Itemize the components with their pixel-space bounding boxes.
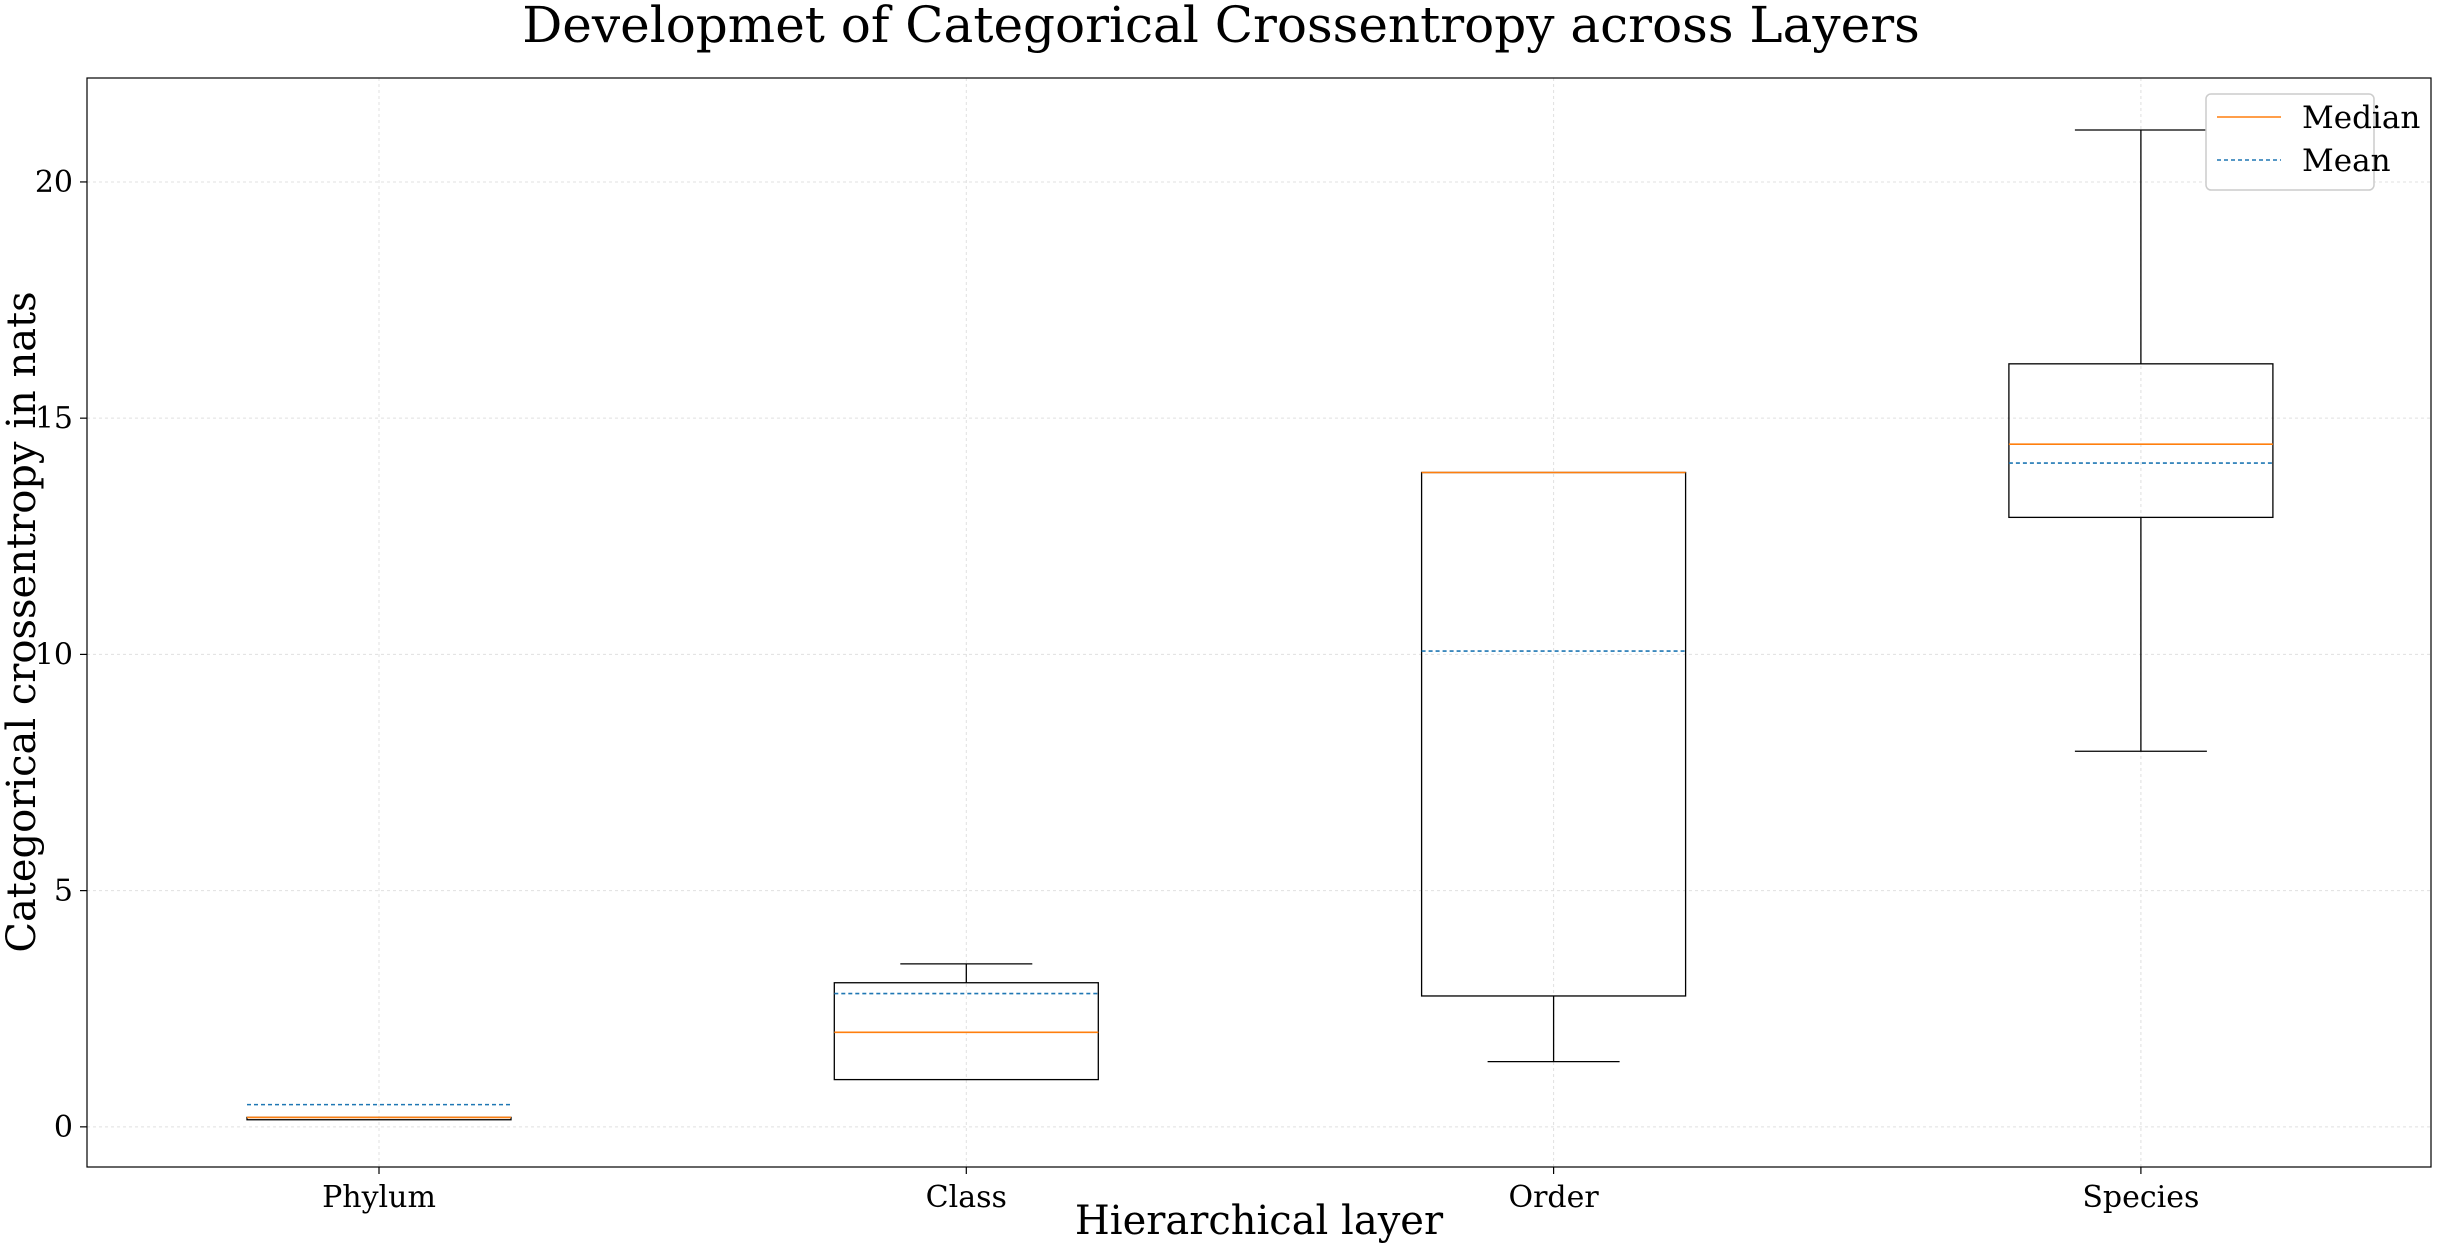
box-group-species [2008,129,2274,752]
box-group-class [833,963,1099,1081]
y-axis-label: Categorical crossentropy in nats [0,291,45,952]
legend-mean-label: Mean [2302,143,2391,179]
legend-median-label: Median [2302,100,2420,136]
chart-title: Developmet of Categorical Crossentropy a… [522,0,1920,54]
plot-area-frame [86,77,2432,1168]
axis-ticks: 0 5 10 15 20 Phylum Class Order Species [35,165,2200,1215]
x-tick-label: Class [926,1180,1007,1215]
x-axis-label: Hierarchical layer [1075,1198,1444,1244]
boxes-layer [246,129,2274,1121]
legend-frame [2205,93,2375,191]
y-tick-label: 20 [35,165,73,200]
x-tick-label: Phylum [322,1180,436,1215]
y-tick-label: 10 [35,637,73,672]
box-group-phylum [246,1103,512,1121]
box-group-order [1420,471,1687,1063]
y-tick-label: 5 [54,874,73,909]
legend: Median Mean [2205,93,2420,191]
grid-lines [87,78,2431,1167]
x-tick-label: Species [2082,1180,2199,1215]
x-tick-label: Order [1508,1180,1599,1215]
y-tick-label: 0 [54,1110,73,1145]
y-tick-label: 15 [35,401,73,436]
